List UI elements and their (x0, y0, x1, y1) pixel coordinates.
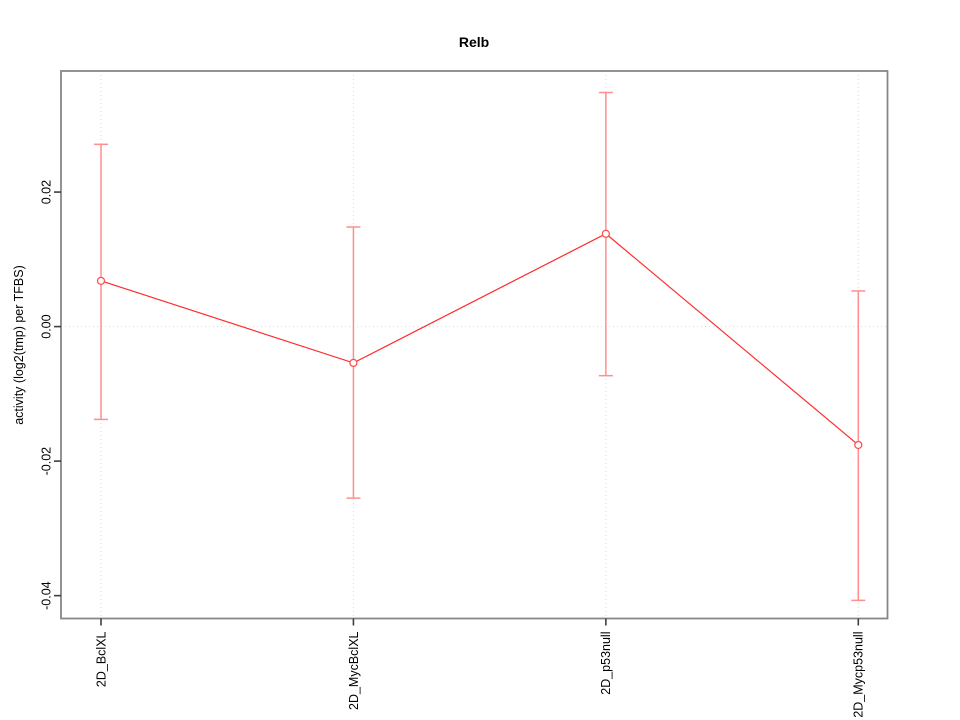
x-category-label: 2D_MycBclXL (347, 631, 361, 710)
x-category-label: 2D_BclXL (94, 631, 108, 687)
y-tick-label: 0.02 (39, 180, 53, 204)
x-category-label: 2D_Mycp53null (852, 632, 866, 718)
y-axis-title: activity (log2(tmp) per TFBS) (12, 265, 26, 425)
data-point-marker (601, 229, 611, 238)
plot-box (60, 70, 889, 620)
series-line (100, 233, 859, 446)
data-point-marker (96, 276, 106, 286)
y-tick-label: -0.02 (39, 447, 53, 476)
x-category-label: 2D_p53null (599, 632, 613, 695)
data-point-marker (349, 358, 358, 368)
axis-label-layer: 2D_BclXL 2D_MycBclXL 2D_p53null 2D_Mycp53nu… (39, 180, 865, 718)
chart-title: Relb (459, 34, 489, 50)
axis-tick-layer (54, 191, 860, 626)
y-tick-label: -0.04 (39, 581, 53, 610)
data-series-layer (94, 91, 866, 602)
y-tick-label: 0.00 (39, 314, 53, 338)
data-point-marker (854, 440, 863, 450)
grid-layer (61, 71, 888, 619)
